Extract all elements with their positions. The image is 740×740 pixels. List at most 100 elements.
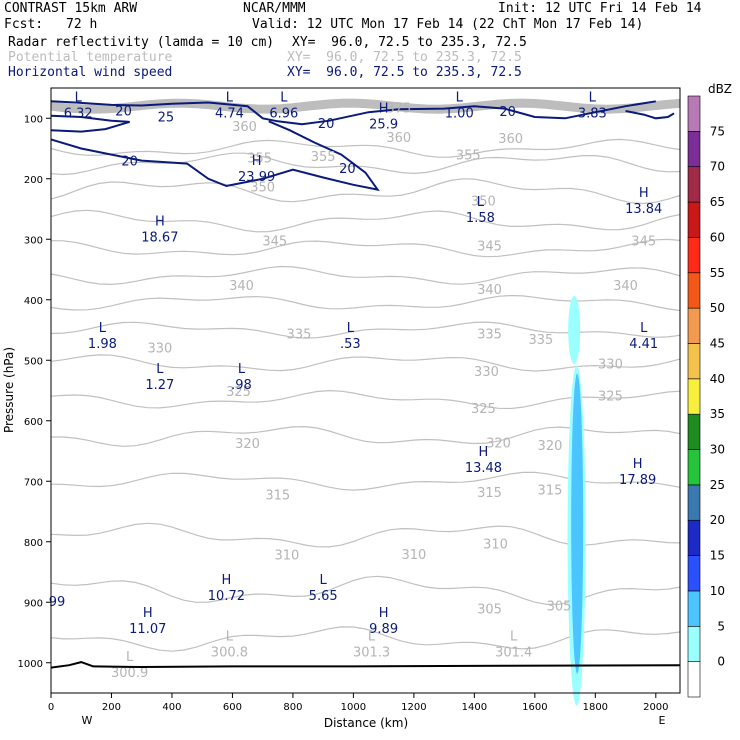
x-axis-label: Distance (km) <box>324 716 408 730</box>
theta-label: 320 <box>486 437 511 452</box>
theta-label: 340 <box>477 283 502 298</box>
theta-label: 325 <box>226 385 251 400</box>
y-tick-label: 600 <box>24 417 43 428</box>
y-tick-label: 200 <box>24 175 43 186</box>
wind-extremum-value: 4.41 <box>629 337 658 352</box>
y-tick-label: 700 <box>24 477 43 488</box>
colorbar-label: 5 <box>717 619 725 633</box>
colorbar-swatch <box>687 307 701 344</box>
y-tick-label: 1000 <box>18 659 43 670</box>
theta-label: 330 <box>474 365 499 380</box>
y-tick-label: 500 <box>24 356 43 367</box>
theta-label: 320 <box>538 439 563 454</box>
colorbar-swatch <box>687 166 701 203</box>
theta-label: 335 <box>477 328 502 343</box>
x-tick-label: 200 <box>102 702 121 713</box>
colorbar-label: 25 <box>710 478 725 492</box>
theta-label: 325 <box>471 402 496 417</box>
field-name-reflectivity: Radar reflectivity (lamda = 10 cm) <box>8 35 275 50</box>
theta-contour <box>50 209 681 233</box>
x-tick-label: 1600 <box>522 702 547 713</box>
fcst-label: Fcst: <box>4 17 44 32</box>
theta-contour <box>50 138 681 158</box>
colorbar-swatch <box>687 378 701 415</box>
wind-extremum-value: 1.27 <box>145 378 174 393</box>
field-xy-theta: XY= 96.0, 72.5 to 235.3, 72.5 <box>287 50 522 65</box>
wind-contour-label: 25 <box>158 110 175 125</box>
colorbar-swatch <box>687 590 701 627</box>
theta-min-value: 300.9 <box>111 666 148 681</box>
y-tick-label: 400 <box>24 296 43 307</box>
plot-frame <box>50 87 681 694</box>
theta-label: 350 <box>471 195 496 210</box>
theta-label: 345 <box>262 234 287 249</box>
colorbar-label: 0 <box>717 655 725 669</box>
theta-label: 340 <box>229 279 254 294</box>
wind-extremum-marker: L <box>477 195 485 210</box>
wind-extremum-value: .53 <box>340 337 361 352</box>
theta-contour <box>50 152 681 176</box>
theta-label: 340 <box>613 279 638 294</box>
colorbar-swatch <box>687 131 701 168</box>
y-tick-label: 800 <box>24 538 43 549</box>
theta-label: 310 <box>483 538 508 553</box>
field-name-theta: Potential temperature <box>8 50 173 65</box>
wind-contour-label: 20 <box>115 104 132 119</box>
theta-label: 325 <box>598 389 623 404</box>
wind-extremum-value: 4.74 <box>215 106 244 121</box>
colorbar: 0 5 10 15 20 25 30 35 40 45 50 55 60 65 70 75 <box>687 95 725 698</box>
colorbar-label: 65 <box>710 195 725 209</box>
colorbar-label: 50 <box>710 301 725 315</box>
reflectivity-cell-upper <box>568 296 581 364</box>
wind-contour-label: 20 <box>339 162 356 177</box>
theta-label: 315 <box>265 489 290 504</box>
wind-extremum-marker: L <box>238 362 246 377</box>
wind-contour <box>50 114 130 133</box>
colorbar-label: 15 <box>710 549 725 563</box>
wind-extremum-value: 6.96 <box>269 106 298 121</box>
theta-contour <box>50 178 681 205</box>
wind-extremum-value: 9.89 <box>369 622 398 637</box>
wind-extremum-value: 1.00 <box>445 106 474 121</box>
wind-extremum-value: 1.98 <box>88 337 117 352</box>
wind-extremum-marker: H <box>379 606 389 621</box>
colorbar-swatch <box>687 519 701 556</box>
wind-extremum-marker: L <box>640 321 648 336</box>
colorbar-swatch <box>687 272 701 309</box>
y-tick-label: 300 <box>24 235 43 246</box>
colorbar-label: 45 <box>710 336 725 350</box>
theta-contour <box>50 354 681 372</box>
theta-label: 315 <box>477 486 502 501</box>
valid-time: Valid: 12 UTC Mon 17 Feb 14 (22 ChT Mon … <box>252 17 644 32</box>
theta-label: 335 <box>528 333 553 348</box>
wind-extremum-marker: L <box>75 90 83 105</box>
theta-label: 315 <box>538 484 563 499</box>
colorbar-label: 20 <box>710 513 725 527</box>
colorbar-swatch <box>687 661 701 698</box>
x-tick-label: 600 <box>223 702 242 713</box>
theta-label: 335 <box>287 328 312 343</box>
colorbar-swatch <box>687 555 701 592</box>
wind-contour <box>625 110 675 120</box>
theta-min-marker: L <box>226 629 234 644</box>
colorbar-label: 10 <box>710 584 725 598</box>
theta-label: 305 <box>547 599 572 614</box>
theta-label: 360 <box>386 131 411 146</box>
theta-label: 320 <box>235 437 260 452</box>
center-title: NCAR/MMM <box>243 1 306 16</box>
y-tick-label: 900 <box>24 598 43 609</box>
colorbar-label: 60 <box>710 230 725 244</box>
wind-extremum-marker: H <box>479 445 489 460</box>
wind-extremum-marker: H <box>633 457 643 472</box>
theta-label: 330 <box>147 342 172 357</box>
wind-extremum-marker: H <box>222 573 232 588</box>
colorbar-swatch <box>687 625 701 662</box>
wind-extremum-value: 13.48 <box>465 461 502 476</box>
model-title: CONTRAST 15km ARW <box>4 1 138 16</box>
theta-min-value: 301.4 <box>495 645 532 660</box>
theta-min-value: 301.3 <box>353 645 390 660</box>
wind-extremum-value: 10.72 <box>208 589 245 604</box>
y-axis-label: Pressure (hPa) <box>2 347 16 433</box>
wind-extremum-value: 25.9 <box>369 117 398 132</box>
